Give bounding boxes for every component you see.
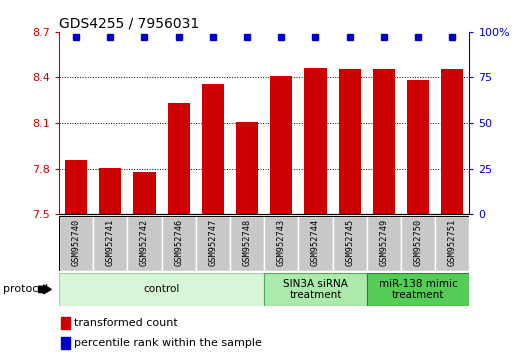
Bar bbox=[270, 76, 292, 214]
Bar bbox=[61, 337, 70, 349]
Bar bbox=[367, 273, 469, 306]
Bar bbox=[367, 216, 401, 271]
Text: GSM952744: GSM952744 bbox=[311, 219, 320, 266]
Bar bbox=[168, 103, 190, 214]
Bar bbox=[373, 69, 395, 214]
Text: GSM952749: GSM952749 bbox=[380, 219, 388, 266]
Text: GSM952751: GSM952751 bbox=[448, 219, 457, 266]
Bar bbox=[230, 216, 264, 271]
Bar bbox=[99, 168, 122, 214]
Text: GSM952740: GSM952740 bbox=[72, 219, 81, 266]
Text: percentile rank within the sample: percentile rank within the sample bbox=[74, 338, 262, 348]
Text: GSM952741: GSM952741 bbox=[106, 219, 115, 266]
Bar bbox=[236, 122, 258, 214]
Text: SIN3A siRNA
treatment: SIN3A siRNA treatment bbox=[283, 279, 348, 300]
Bar bbox=[65, 160, 87, 214]
Text: GSM952743: GSM952743 bbox=[277, 219, 286, 266]
Text: GSM952748: GSM952748 bbox=[243, 219, 251, 266]
Bar bbox=[332, 216, 367, 271]
Bar bbox=[127, 216, 162, 271]
Bar bbox=[196, 216, 230, 271]
Bar bbox=[264, 216, 299, 271]
Text: transformed count: transformed count bbox=[74, 318, 178, 329]
Bar bbox=[441, 69, 463, 214]
Bar bbox=[299, 216, 332, 271]
Bar bbox=[401, 216, 435, 271]
Text: GSM952746: GSM952746 bbox=[174, 219, 183, 266]
Bar bbox=[59, 273, 264, 306]
Bar bbox=[162, 216, 196, 271]
Bar bbox=[59, 216, 93, 271]
Bar bbox=[61, 318, 70, 329]
Bar bbox=[407, 80, 429, 214]
Bar bbox=[304, 68, 327, 214]
Bar bbox=[93, 216, 127, 271]
Bar bbox=[264, 273, 367, 306]
Text: GSM952742: GSM952742 bbox=[140, 219, 149, 266]
Bar bbox=[435, 216, 469, 271]
Bar bbox=[133, 172, 155, 214]
Text: control: control bbox=[144, 284, 180, 295]
Text: GSM952745: GSM952745 bbox=[345, 219, 354, 266]
Text: GSM952750: GSM952750 bbox=[413, 219, 423, 266]
Text: miR-138 mimic
treatment: miR-138 mimic treatment bbox=[379, 279, 458, 300]
Text: GSM952747: GSM952747 bbox=[208, 219, 218, 266]
Text: GDS4255 / 7956031: GDS4255 / 7956031 bbox=[59, 17, 199, 31]
Text: protocol: protocol bbox=[3, 284, 48, 295]
Bar bbox=[202, 84, 224, 214]
Bar bbox=[339, 69, 361, 214]
